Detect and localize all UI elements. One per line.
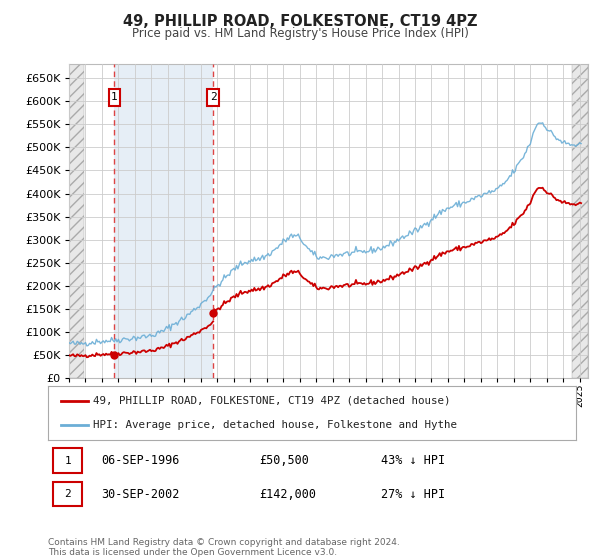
Text: 43% ↓ HPI: 43% ↓ HPI [380,454,445,467]
Text: 06-SEP-1996: 06-SEP-1996 [101,454,179,467]
Text: 30-SEP-2002: 30-SEP-2002 [101,488,179,501]
Text: 2: 2 [64,489,71,499]
Text: 2: 2 [210,92,217,102]
Bar [115,64,213,378]
Bar [572,64,588,378]
Text: Contains HM Land Registry data © Crown copyright and database right 2024.
This d: Contains HM Land Registry data © Crown c… [48,538,400,557]
Text: £142,000: £142,000 [259,488,316,501]
FancyBboxPatch shape [53,482,82,506]
Text: Price paid vs. HM Land Registry's House Price Index (HPI): Price paid vs. HM Land Registry's House … [131,27,469,40]
Text: HPI: Average price, detached house, Folkestone and Hythe: HPI: Average price, detached house, Folk… [93,420,457,430]
FancyBboxPatch shape [53,449,82,473]
Text: 1: 1 [111,92,118,102]
Text: £50,500: £50,500 [259,454,309,467]
FancyBboxPatch shape [208,88,219,106]
Bar [69,64,84,378]
FancyBboxPatch shape [109,88,120,106]
Text: 49, PHILLIP ROAD, FOLKESTONE, CT19 4PZ (detached house): 49, PHILLIP ROAD, FOLKESTONE, CT19 4PZ (… [93,396,451,406]
Text: 27% ↓ HPI: 27% ↓ HPI [380,488,445,501]
Text: 49, PHILLIP ROAD, FOLKESTONE, CT19 4PZ: 49, PHILLIP ROAD, FOLKESTONE, CT19 4PZ [123,14,477,29]
Text: 1: 1 [64,456,71,466]
